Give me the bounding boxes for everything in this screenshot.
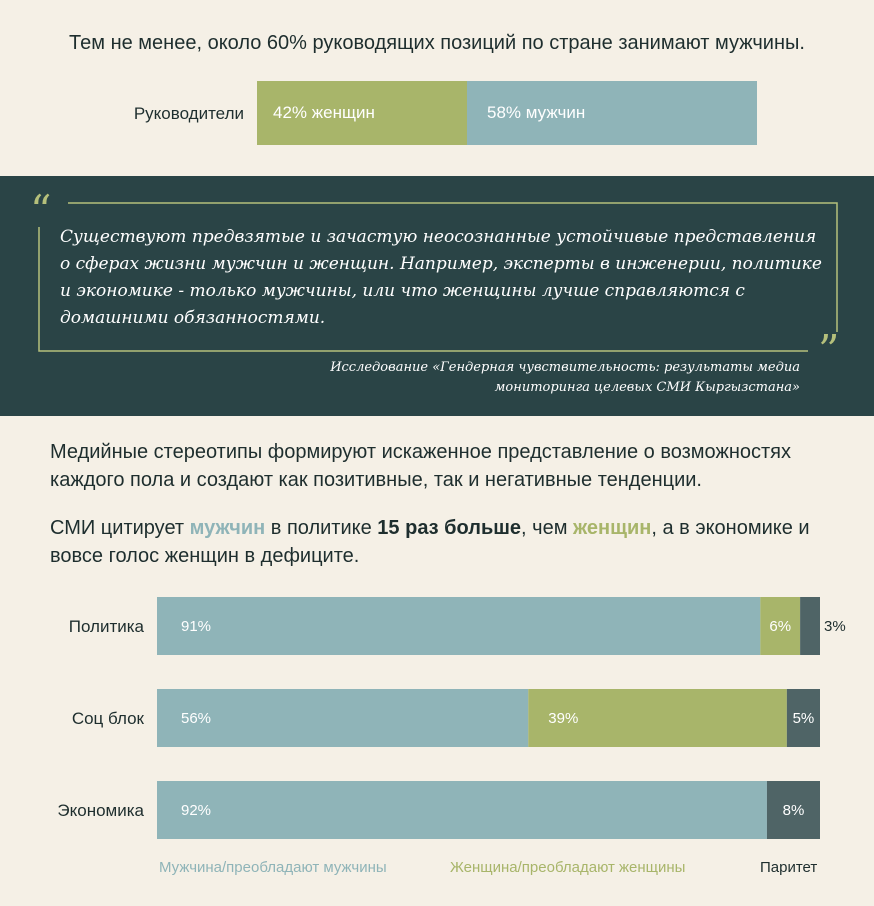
- data-label: 8%: [783, 802, 805, 819]
- category-label: Политика: [69, 617, 145, 636]
- quote-text: Существуют предвзятые и зачастую неосозн…: [60, 227, 822, 328]
- media-quotes-chart: Политика 91% 6% 3% Соц блок 56% 39% 5% Экономика…: [57, 597, 846, 876]
- legend-item: Женщина/преобладают женщины: [450, 859, 685, 876]
- quote-frame: [38, 202, 838, 352]
- bar-segment: [157, 689, 529, 747]
- para2-part2: в политике: [265, 517, 378, 539]
- data-label: 6%: [769, 618, 791, 635]
- close-quote-icon: ”: [818, 326, 840, 375]
- quote-source: Исследование «Гендерная чувствительность…: [280, 358, 800, 398]
- legend-item: Мужчина/преобладают мужчины: [159, 859, 387, 876]
- leadership-women-label: 42% женщин: [273, 103, 375, 122]
- bar-segment: [157, 781, 767, 839]
- open-quote-icon: “: [30, 186, 52, 235]
- para2-part1: СМИ цитирует: [50, 517, 190, 539]
- leadership-women-segment: 42% женщин: [257, 81, 467, 145]
- para2-bold-highlight: 15 раз больше: [377, 517, 522, 539]
- quote-box: “ ” Существуют предвзятые и зачастую нео…: [30, 190, 839, 372]
- data-label: 56%: [181, 710, 211, 727]
- bar-segment: [760, 597, 801, 655]
- leadership-label: Руководители: [133, 104, 244, 123]
- bar-segment: [800, 597, 820, 655]
- data-label: 91%: [181, 618, 211, 635]
- bar-segment: [786, 689, 820, 747]
- leadership-men-segment: 58% мужчин: [467, 81, 757, 145]
- leadership-bar: 42% женщин 58% мужчин: [257, 81, 757, 145]
- category-label: Экономика: [57, 801, 144, 820]
- bar-segment: [528, 689, 787, 747]
- legend-item: Паритет: [760, 859, 817, 876]
- intro-heading: Тем не менее, около 60% руководящих пози…: [69, 32, 805, 54]
- quote-panel: “ ” Существуют предвзятые и зачастую нео…: [0, 176, 874, 416]
- data-label: 3%: [824, 618, 846, 635]
- data-label: 39%: [548, 710, 578, 727]
- media-citation-paragraph: СМИ цитирует мужчин в политике 15 раз бо…: [50, 514, 840, 570]
- para2-men-highlight: мужчин: [189, 517, 266, 539]
- data-label: 5%: [793, 710, 815, 727]
- quote-source-line2: мониторинга целевых СМИ Кыргызстана»: [494, 380, 800, 395]
- para2-part4: , а в экономике и вовсе голос женщин в д…: [50, 517, 810, 567]
- media-stereotypes-paragraph: Медийные стереотипы формируют искаженное…: [50, 441, 791, 491]
- para2-women-highlight: женщин: [573, 517, 652, 539]
- leadership-men-label: 58% мужчин: [487, 103, 586, 122]
- bar-segment: [766, 781, 820, 839]
- bar-segment: [157, 597, 761, 655]
- para2-part3: , чем: [521, 517, 574, 539]
- category-label: Соц блок: [72, 709, 145, 728]
- data-label: 92%: [181, 802, 211, 819]
- quote-source-line1: Исследование «Гендерная чувствительность…: [330, 360, 800, 375]
